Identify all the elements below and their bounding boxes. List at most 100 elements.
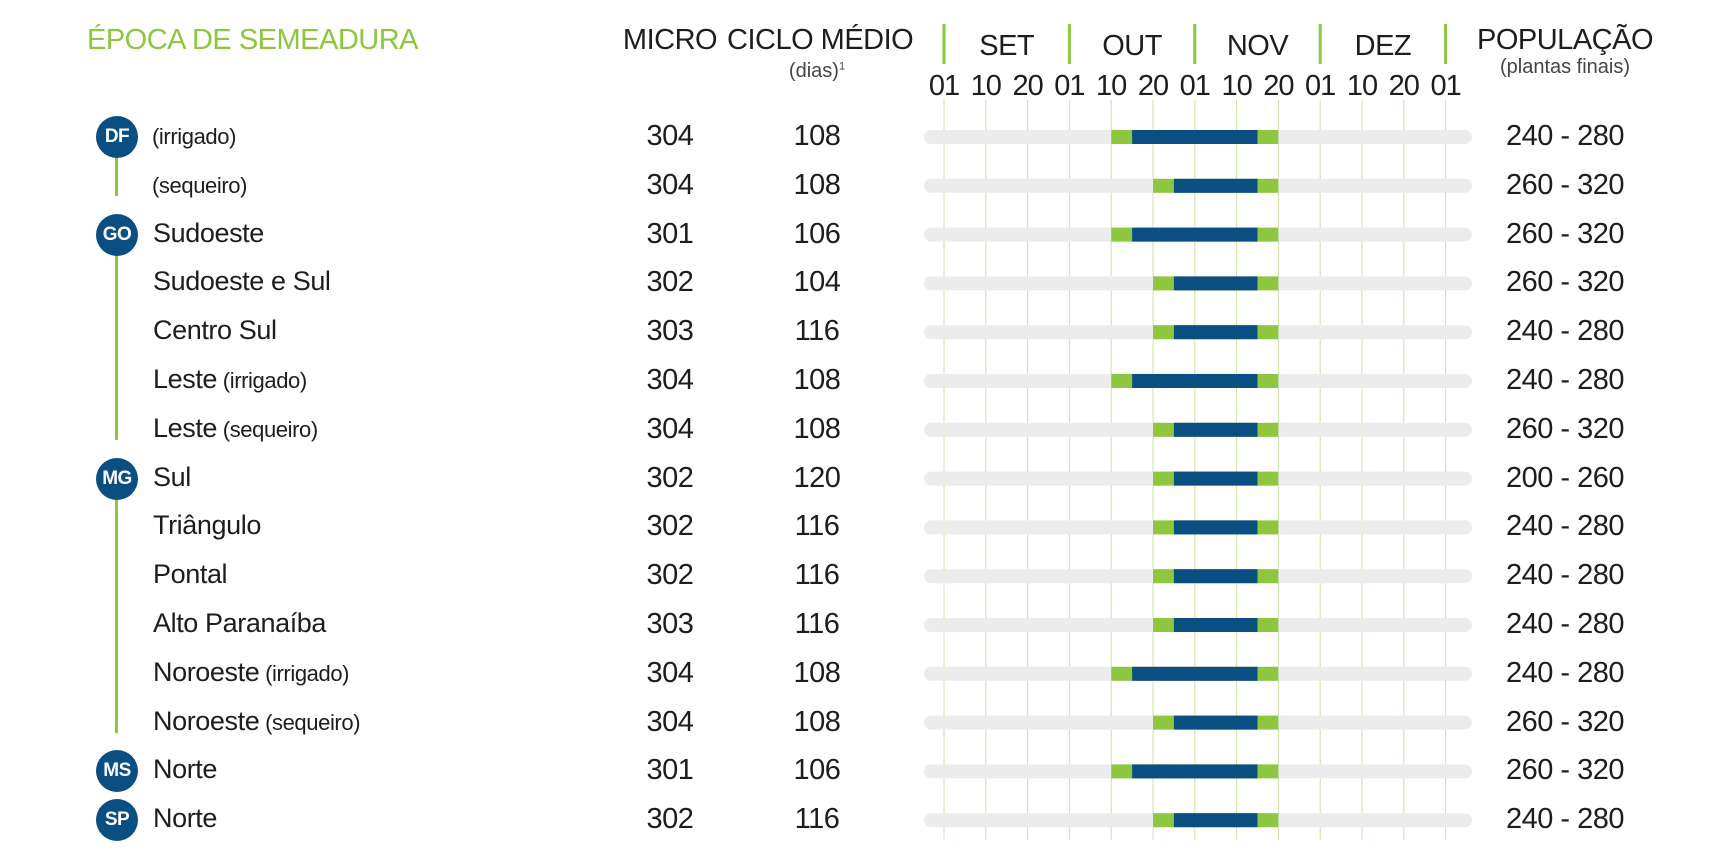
tick-label: 01	[1305, 70, 1336, 102]
optimal-window-bar	[1173, 471, 1258, 486]
region-name: Norte	[153, 803, 217, 834]
populacao-value: 200 - 260	[1505, 461, 1625, 494]
region-note: (sequeiro)	[217, 416, 318, 442]
optimal-window-bar	[1173, 569, 1258, 584]
tick-label: 10	[1221, 70, 1252, 102]
micro-value: 302	[646, 559, 694, 592]
state-connector	[115, 234, 118, 440]
micro-value: 303	[646, 315, 694, 348]
region-name: Sul	[153, 462, 191, 493]
region-label: Alto Paranaíba	[153, 608, 327, 638]
optimal-window-bar	[1173, 325, 1258, 340]
populacao-header: POPULAÇÃO	[1477, 24, 1654, 56]
tick-label: 01	[1430, 70, 1461, 102]
ciclo-value: 120	[793, 461, 841, 494]
region-name: Noroeste (sequeiro)	[153, 705, 361, 737]
ciclo-value: 108	[793, 705, 841, 738]
chart-title: ÉPOCA DE SEMEADURA	[87, 24, 419, 56]
state-connector	[115, 478, 118, 733]
micro-value: 304	[646, 656, 694, 689]
optimal-window-bar	[1173, 715, 1258, 730]
tick-label: 10	[1096, 70, 1127, 102]
populacao-value: 260 - 320	[1505, 266, 1625, 299]
month-label: OUT	[1102, 30, 1162, 62]
ciclo-value: 104	[793, 266, 841, 299]
region-name: Sudoeste	[153, 218, 264, 249]
populacao-value: 240 - 280	[1505, 656, 1625, 689]
populacao-value: 260 - 320	[1505, 168, 1625, 201]
optimal-window-bar	[1132, 130, 1258, 144]
region-label: Noroeste	[153, 705, 260, 736]
region-label: Sudoeste e Sul	[153, 266, 331, 297]
optimal-window-bar	[1173, 520, 1258, 535]
state-connector	[115, 137, 118, 196]
region-label: Norte	[153, 754, 218, 785]
ciclo-value: 116	[794, 510, 840, 543]
state-badge-mg: MG	[96, 457, 138, 500]
region-label: Sudoeste	[153, 217, 264, 248]
region-name: Leste (sequeiro)	[153, 413, 318, 444]
optimal-window-bar	[1173, 276, 1258, 291]
tick-label: 01	[1054, 70, 1085, 102]
tick-label: 20	[1137, 70, 1169, 102]
ciclo-value: 116	[794, 559, 840, 592]
region-name: (irrigado)	[152, 120, 236, 151]
micro-value: 302	[646, 461, 694, 494]
micro-value: 302	[646, 803, 694, 836]
optimal-window-bar	[1173, 422, 1258, 437]
ciclo-header: CICLO MÉDIO	[727, 24, 914, 56]
micro-value: 304	[646, 412, 694, 445]
region-name: Noroeste (irrigado)	[153, 657, 349, 688]
region-label: Leste	[153, 412, 218, 443]
populacao-value: 240 - 280	[1505, 120, 1625, 152]
region-name: Pontal	[153, 559, 228, 590]
ciclo-value: 108	[793, 364, 841, 396]
state-badge-sp: SP	[96, 799, 138, 842]
micro-value: 304	[646, 705, 694, 738]
ciclo-value: 116	[794, 608, 840, 640]
state-badge-go: GO	[96, 213, 138, 256]
micro-value: 302	[646, 266, 694, 299]
region-name: Leste (irrigado)	[153, 364, 307, 395]
optimal-window-bar	[1132, 666, 1258, 681]
tick-label: 10	[970, 70, 1002, 102]
optimal-window-bar	[1173, 618, 1258, 632]
month-label: SET	[979, 30, 1035, 62]
populacao-value: 260 - 320	[1505, 412, 1625, 445]
region-name: Norte	[153, 754, 217, 785]
region-label: Leste	[153, 364, 218, 394]
region-note: (sequeiro)	[152, 172, 248, 198]
ciclo-value: 108	[793, 656, 841, 689]
region-note: (irrigado)	[217, 368, 307, 393]
region-label: Pontal	[153, 559, 228, 590]
ciclo-value: 108	[793, 168, 841, 201]
micro-value: 304	[646, 364, 694, 396]
optimal-window-bar	[1132, 227, 1258, 242]
populacao-value: 260 - 320	[1505, 217, 1625, 250]
optimal-window-bar	[1132, 374, 1258, 388]
ciclo-value: 116	[794, 803, 840, 836]
tick-label: 10	[1346, 70, 1378, 102]
region-note: (irrigado)	[152, 124, 237, 149]
optimal-window-bar	[1173, 178, 1258, 193]
state-badge-ms: MS	[96, 750, 138, 793]
ciclo-subheader: (dias)1	[727, 60, 907, 83]
micro-value: 301	[646, 754, 694, 787]
populacao-value: 240 - 280	[1505, 315, 1625, 348]
micro-value: 304	[646, 120, 694, 152]
populacao-value: 240 - 280	[1505, 803, 1625, 836]
micro-value: 301	[646, 217, 694, 250]
micro-header: MICRO	[622, 24, 718, 56]
region-note: (irrigado)	[259, 660, 350, 686]
state-badge-df: DF	[96, 116, 138, 158]
micro-value: 302	[646, 510, 694, 543]
region-name: Centro Sul	[153, 315, 277, 346]
region-label: Sul	[153, 461, 191, 492]
region-name: Triângulo	[153, 510, 261, 541]
micro-value: 303	[646, 608, 694, 640]
ciclo-value: 108	[793, 412, 841, 445]
ciclo-value: 108	[793, 120, 841, 152]
region-note: (sequeiro)	[259, 709, 361, 735]
micro-value: 304	[646, 168, 694, 201]
